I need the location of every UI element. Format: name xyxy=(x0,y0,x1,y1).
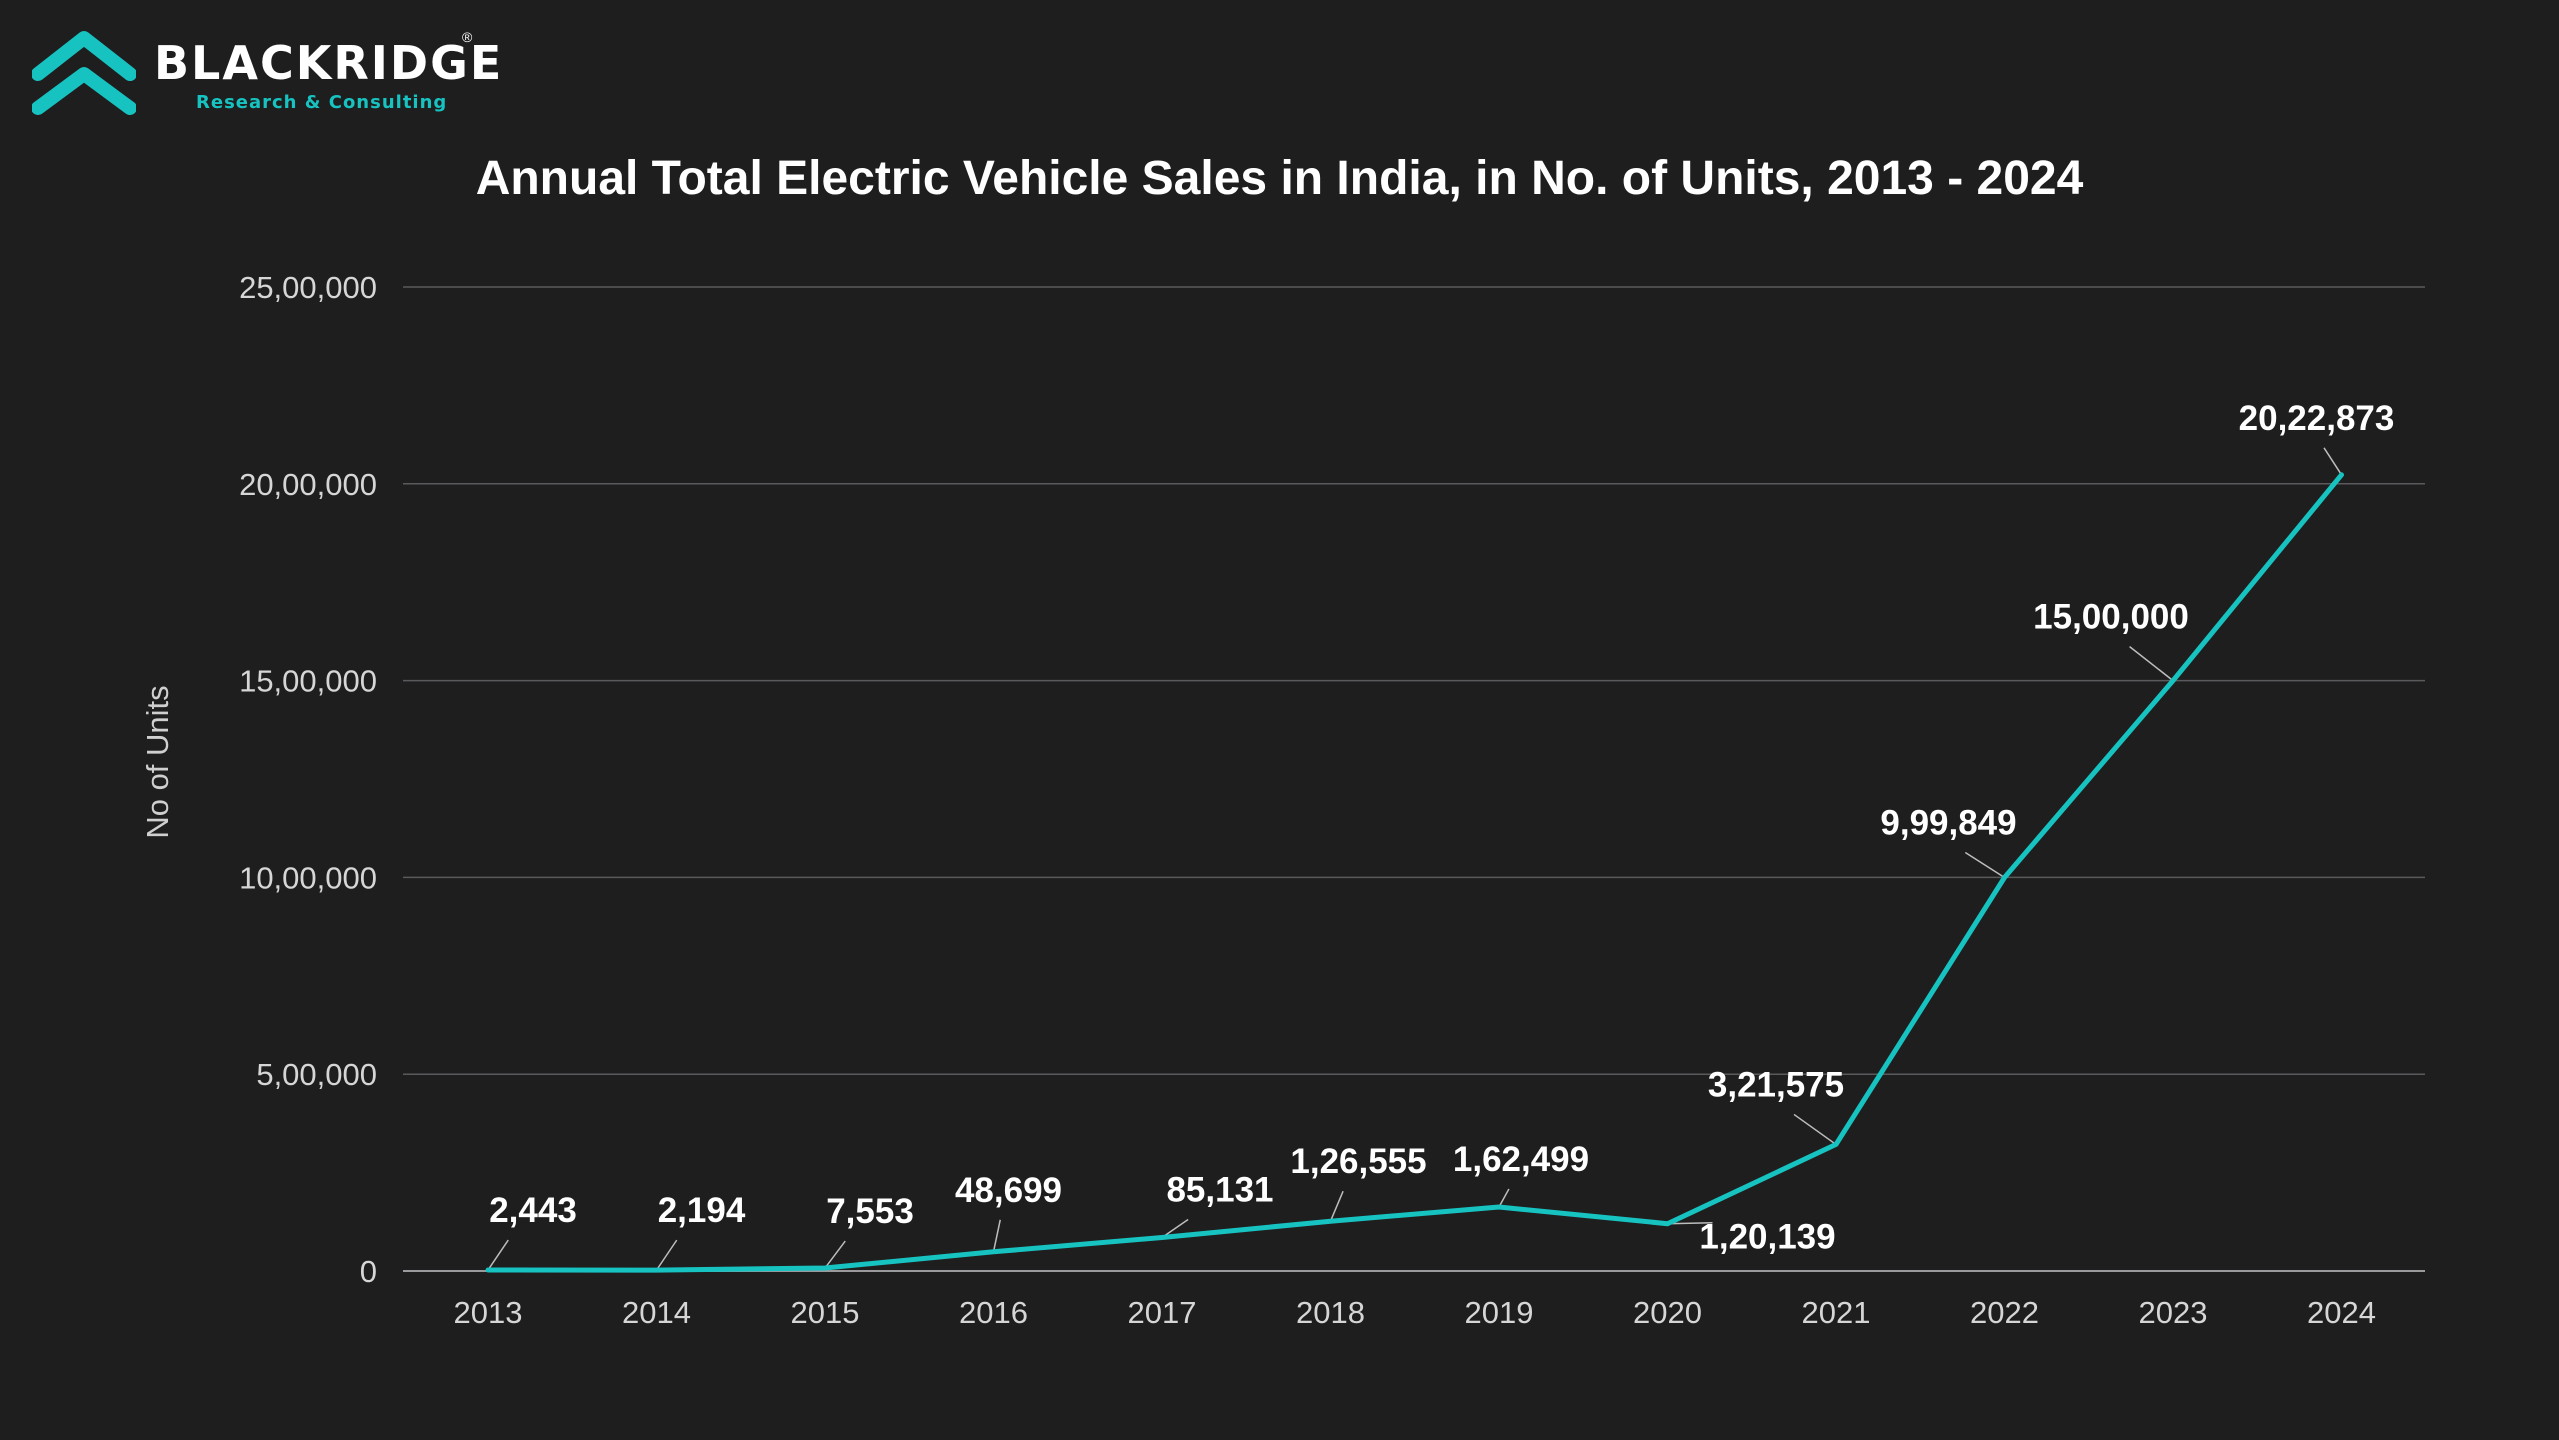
data-label-leader xyxy=(1667,1221,1713,1225)
data-label: 1,26,555 xyxy=(1290,1142,1426,1181)
data-label-leader xyxy=(2323,447,2343,476)
data-label-leader xyxy=(1964,851,2005,879)
y-axis-label: No of Units xyxy=(140,685,175,838)
y-tick-label: 10,00,000 xyxy=(239,860,377,895)
data-label-leader xyxy=(1498,1188,1510,1208)
x-tick-label: 2021 xyxy=(1802,1295,1871,1330)
y-tick-label: 25,00,000 xyxy=(239,270,377,305)
x-tick-label: 2019 xyxy=(1465,1295,1534,1330)
brand-tagline: Research & Consulting xyxy=(196,92,448,113)
series-line-ev-sales xyxy=(485,472,2344,1273)
data-label: 48,699 xyxy=(955,1171,1062,1210)
x-tick-label: 2013 xyxy=(454,1295,523,1330)
series-lines xyxy=(485,472,2344,1273)
data-label: 1,20,139 xyxy=(1699,1218,1835,1257)
data-label: 85,131 xyxy=(1166,1170,1273,1209)
x-tick-label: 2024 xyxy=(2307,1295,2376,1330)
data-labels: 2,443 2,194 7,553 48,699 85,131 1,26,555 1,62,… xyxy=(489,399,2394,1257)
data-label-leaders xyxy=(487,447,2343,1271)
data-label: 1,62,499 xyxy=(1453,1140,1589,1179)
y-tick-label: 15,00,000 xyxy=(239,664,377,699)
x-tick-label: 2018 xyxy=(1296,1295,1365,1330)
brand-name: BLACKRIDGE xyxy=(154,36,504,90)
x-tick-label: 2023 xyxy=(2139,1295,2208,1330)
chart-title: Annual Total Electric Vehicle Sales in I… xyxy=(475,152,2084,205)
data-label-leader xyxy=(1793,1113,1837,1146)
data-label: 2,194 xyxy=(658,1191,746,1230)
y-tick-label: 20,00,000 xyxy=(239,467,377,502)
data-label: 20,22,873 xyxy=(2239,399,2395,438)
y-tick-label: 5,00,000 xyxy=(256,1057,377,1092)
data-label-leader xyxy=(655,1239,678,1271)
data-label: 9,99,849 xyxy=(1880,803,2016,842)
grid-lines xyxy=(403,286,2425,1272)
chevron-upper xyxy=(32,31,136,81)
brand-registered-mark: ® xyxy=(462,29,473,45)
data-label-leader xyxy=(1329,1190,1344,1222)
brand-logo: BLACKRIDGE ® Research & Consulting xyxy=(32,29,501,120)
y-axis-ticks: 0 5,00,000 10,00,000 15,00,000 20,00,000 25,0… xyxy=(239,270,377,1289)
data-label: 7,553 xyxy=(826,1192,914,1231)
data-label-leader xyxy=(487,1239,509,1271)
data-label-leader xyxy=(1161,1218,1189,1239)
x-tick-label: 2020 xyxy=(1633,1295,1702,1330)
x-tick-label: 2014 xyxy=(622,1295,691,1330)
brand-chevron-icon xyxy=(32,31,136,115)
chevron-lower xyxy=(32,67,136,115)
data-label-leader xyxy=(2129,646,2174,682)
x-tick-label: 2016 xyxy=(959,1295,1028,1330)
data-label-leader xyxy=(992,1219,1001,1252)
x-tick-label: 2022 xyxy=(1970,1295,2039,1330)
data-label: 2,443 xyxy=(489,1191,577,1230)
data-label: 15,00,000 xyxy=(2033,598,2189,637)
data-label: 3,21,575 xyxy=(1708,1065,1844,1104)
x-axis-ticks: 2013 2014 2015 2016 2017 2018 2019 2020 2021 2022… xyxy=(454,1295,2376,1330)
data-label-leader xyxy=(824,1240,846,1269)
x-tick-label: 2015 xyxy=(791,1295,860,1330)
x-tick-label: 2017 xyxy=(1128,1295,1197,1330)
y-tick-label: 0 xyxy=(360,1254,377,1289)
